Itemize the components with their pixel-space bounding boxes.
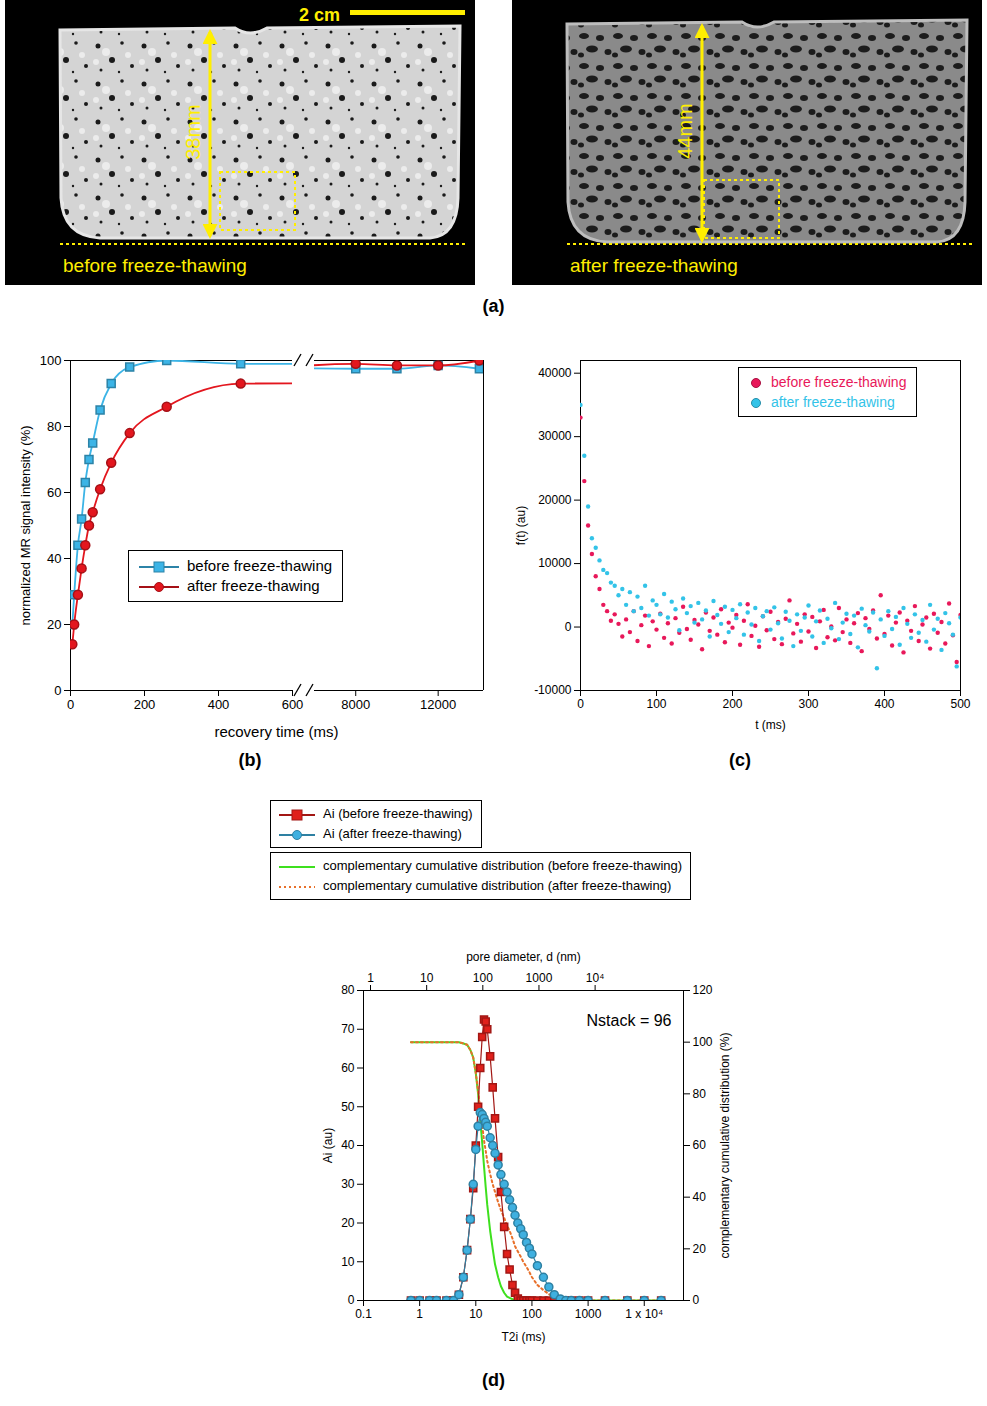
svg-text:400: 400: [208, 697, 230, 712]
svg-text:f(t) (au): f(t) (au): [514, 506, 528, 545]
svg-text:2 cm: 2 cm: [299, 5, 340, 25]
svg-text:pore diameter, d (nm): pore diameter, d (nm): [466, 950, 581, 964]
svg-text:10⁴: 10⁴: [586, 971, 605, 985]
svg-text:200: 200: [134, 697, 156, 712]
svg-text:80: 80: [693, 1087, 707, 1101]
svg-text:40000: 40000: [538, 366, 572, 380]
svg-text:120: 120: [693, 983, 713, 997]
html-text:before freeze-thawing: before freeze-thawing: [771, 374, 907, 390]
svg-text:1: 1: [367, 971, 374, 985]
svg-text:80: 80: [341, 983, 355, 997]
svg-text:0: 0: [54, 683, 61, 698]
html-text:Ai (after freeze-thawing): Ai (after freeze-thawing): [323, 826, 462, 841]
svg-text:8000: 8000: [341, 697, 370, 712]
svg-text:Nstack = 96: Nstack = 96: [587, 1012, 672, 1029]
svg-text:400: 400: [874, 697, 894, 711]
html-text:recovery time (ms): recovery time (ms): [214, 723, 339, 740]
svg-text:70: 70: [341, 1022, 355, 1036]
svg-text:0: 0: [577, 697, 584, 711]
svg-text:10: 10: [341, 1255, 355, 1269]
svg-text:20: 20: [693, 1242, 707, 1256]
svg-text:1 x 10⁴: 1 x 10⁴: [625, 1307, 663, 1321]
svg-text:300: 300: [798, 697, 818, 711]
svg-text:40: 40: [693, 1190, 707, 1204]
svg-text:1000: 1000: [526, 971, 553, 985]
svg-text:12000: 12000: [420, 697, 456, 712]
svg-text:20: 20: [341, 1216, 355, 1230]
svg-text:0: 0: [348, 1293, 355, 1307]
html-text:(d): (d): [482, 1370, 505, 1390]
svg-text:30: 30: [341, 1177, 355, 1191]
svg-text:200: 200: [722, 697, 742, 711]
html-text:(a): (a): [482, 296, 505, 316]
svg-text:100: 100: [473, 971, 493, 985]
svg-text:100: 100: [646, 697, 666, 711]
svg-text:0: 0: [67, 697, 74, 712]
svg-text:60: 60: [693, 1138, 707, 1152]
html-text:Ai (before freeze-thawing): Ai (before freeze-thawing): [323, 806, 473, 821]
svg-text:0.1: 0.1: [355, 1307, 372, 1321]
svg-text:38mm: 38mm: [182, 104, 204, 160]
svg-text:10: 10: [469, 1307, 483, 1321]
svg-text:0: 0: [565, 620, 572, 634]
svg-text:20: 20: [47, 617, 61, 632]
svg-text:20000: 20000: [538, 493, 572, 507]
html-text:(b): (b): [238, 750, 262, 770]
html-text:before freeze-thawing: before freeze-thawing: [187, 557, 333, 574]
svg-text:10000: 10000: [538, 556, 572, 570]
svg-text:before freeze-thawing: before freeze-thawing: [63, 255, 247, 276]
svg-text:600: 600: [282, 697, 304, 712]
svg-text:80: 80: [47, 419, 61, 434]
svg-text:50: 50: [341, 1100, 355, 1114]
html-text:complementary cumulative distr: complementary cumulative distribution (b…: [323, 858, 683, 873]
svg-text:normalized MR signal intensity: normalized MR signal intensity (%): [18, 425, 33, 625]
svg-text:100: 100: [693, 1035, 713, 1049]
svg-text:30000: 30000: [538, 429, 572, 443]
svg-text:1000: 1000: [575, 1307, 602, 1321]
svg-text:60: 60: [47, 485, 61, 500]
html-text:after freeze-thawing: after freeze-thawing: [187, 577, 320, 594]
svg-text:500: 500: [950, 697, 970, 711]
svg-text:t (ms): t (ms): [755, 718, 786, 732]
svg-text:100: 100: [522, 1307, 542, 1321]
svg-text:40: 40: [341, 1138, 355, 1152]
svg-text:0: 0: [693, 1293, 700, 1307]
svg-text:1: 1: [416, 1307, 423, 1321]
svg-text:after freeze-thawing: after freeze-thawing: [570, 255, 738, 276]
svg-text:Ai (au): Ai (au): [321, 1128, 335, 1163]
html-text:(c): (c): [729, 750, 751, 770]
svg-text:T2i (ms): T2i (ms): [502, 1330, 546, 1344]
svg-text:40: 40: [47, 551, 61, 566]
html-text:complementary cumulative distr: complementary cumulative distribution (a…: [323, 878, 672, 893]
svg-text:100: 100: [40, 353, 62, 368]
svg-text:-10000: -10000: [534, 683, 572, 697]
html-text:after freeze-thawing: after freeze-thawing: [771, 394, 895, 410]
svg-text:complementary cumulative distr: complementary cumulative distribution (%…: [718, 1032, 732, 1258]
svg-text:44mm: 44mm: [674, 103, 696, 159]
svg-text:60: 60: [341, 1061, 355, 1075]
svg-text:10: 10: [420, 971, 434, 985]
